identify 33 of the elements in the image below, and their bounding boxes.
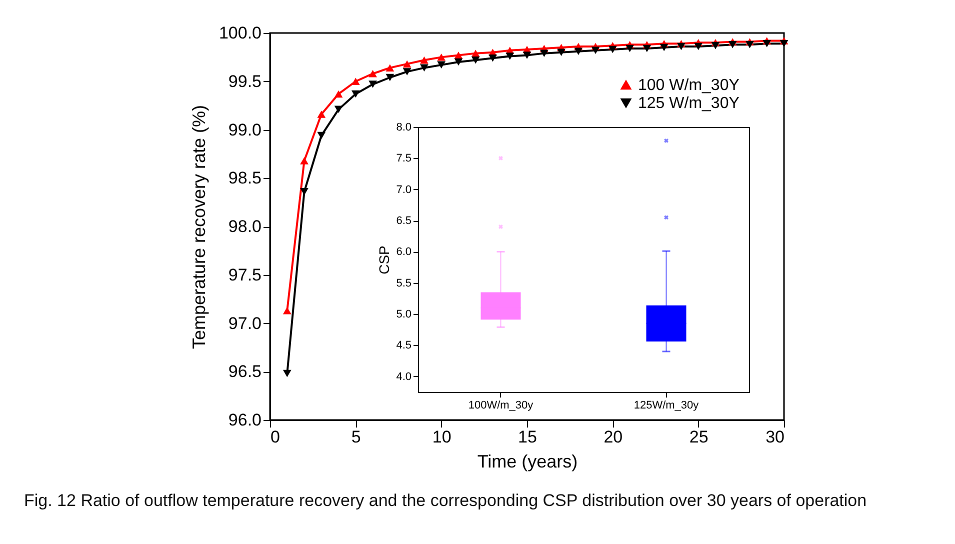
- y-tick-label: 6.0: [396, 246, 412, 258]
- y-tick-label: 97.5: [228, 265, 262, 284]
- y-tick-label: 99.0: [228, 120, 262, 140]
- y-tick-label: 97.0: [228, 314, 262, 333]
- legend-label: 100 W/m_30Y: [638, 77, 740, 94]
- y-tick-label: 98.0: [228, 217, 262, 236]
- x-tick-label: 5: [351, 428, 361, 446]
- y-tick-label: 4.0: [396, 370, 412, 383]
- y-tick-label: 8.0: [396, 122, 412, 134]
- y-tick-label: 7.5: [396, 152, 412, 165]
- y-tick-label: 4.5: [396, 340, 412, 352]
- x-tick-label: 15: [518, 428, 537, 446]
- x-tick-label: 10: [432, 428, 452, 446]
- y-tick-label: 5.0: [396, 308, 412, 321]
- y-tick-label: 6.5: [396, 215, 412, 228]
- y-tick-label: 96.5: [228, 362, 262, 382]
- x-tick-label: 20: [604, 428, 623, 446]
- y-tick-label: 96.0: [228, 410, 262, 430]
- x-tick-label: 125W/m_30y: [634, 400, 700, 412]
- y-tick-label: 7.0: [396, 184, 412, 196]
- y-tick-label: 5.5: [396, 277, 412, 290]
- y-axis-title: CSP: [376, 246, 392, 274]
- caption: Fig. 12 Ratio of outflow temperature recovery and the corresponding CSP distribution over 30 years of operation: [24, 490, 868, 512]
- x-tick-label: 100W/m_30y: [468, 400, 534, 412]
- y-tick-label: 98.5: [228, 168, 262, 188]
- x-tick-label: 25: [689, 428, 708, 446]
- y-tick-label: 99.5: [228, 72, 262, 91]
- y-axis-title: Temperature recovery rate (%): [188, 104, 209, 350]
- y-tick-label: 100.0: [218, 24, 262, 42]
- x-tick-label: 0: [270, 428, 280, 446]
- x-tick-label: 30: [766, 428, 784, 446]
- x-axis-title: Time (years): [477, 452, 578, 472]
- legend-label: 125 W/m_30Y: [638, 95, 740, 112]
